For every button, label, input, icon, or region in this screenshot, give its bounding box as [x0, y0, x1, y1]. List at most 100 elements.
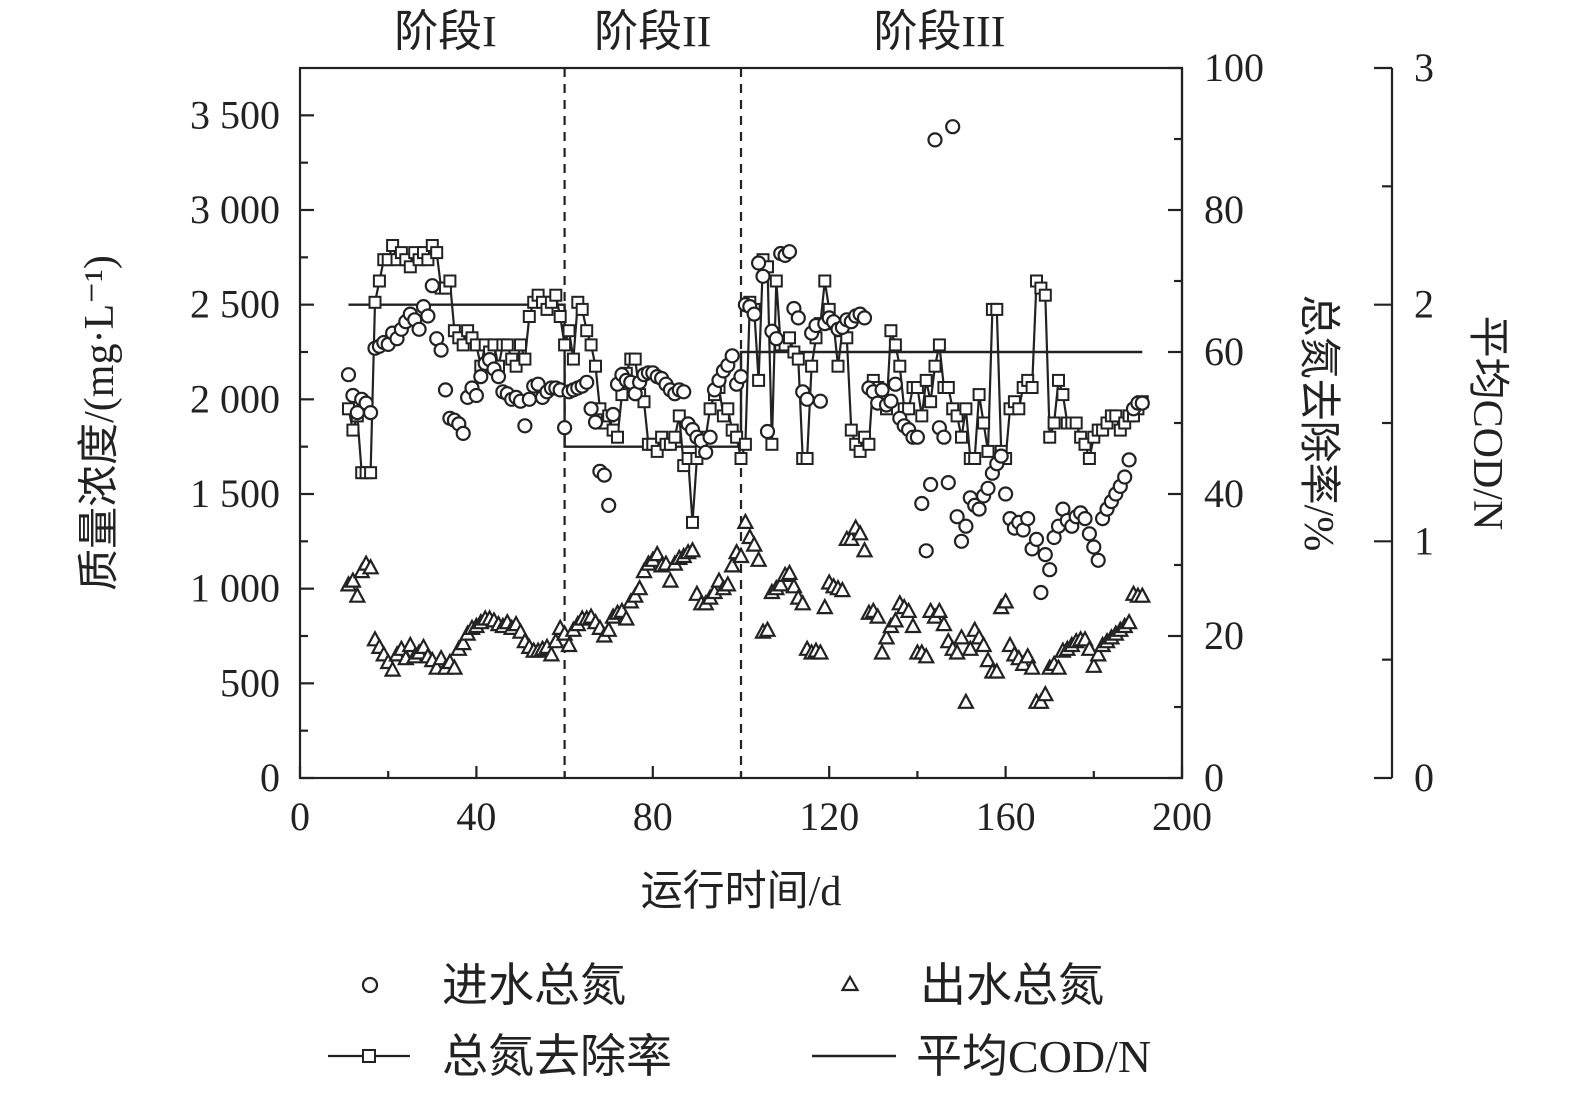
removal-point — [959, 402, 973, 416]
influent-point — [473, 369, 489, 385]
removal-point — [769, 274, 783, 288]
removal-point — [1043, 430, 1057, 444]
removal-point — [1052, 373, 1065, 387]
influent-point — [1020, 510, 1036, 527]
removal-point — [364, 466, 378, 480]
effluent-point — [1018, 646, 1037, 664]
x-tick-label: 40 — [456, 794, 496, 839]
effluent-point — [855, 540, 874, 558]
removal-point — [805, 359, 819, 373]
y-left-tick-label: 3 000 — [190, 187, 280, 232]
removal-point — [456, 338, 470, 352]
effluent-point — [617, 609, 636, 626]
y-right2-tick-label: 1 — [1414, 518, 1434, 563]
removal-point — [932, 338, 946, 352]
effluent-point — [780, 563, 799, 581]
influent-point — [949, 509, 965, 525]
x-axis: 0 40 80 120 160 200 — [290, 766, 1212, 839]
effluent-point — [904, 616, 922, 634]
removal-point — [968, 452, 982, 465]
removal-point — [421, 253, 435, 267]
removal-point — [514, 338, 527, 352]
effluent-point — [917, 646, 936, 664]
series-tn-removal — [342, 239, 1149, 529]
effluent-point — [996, 592, 1015, 609]
y-left-tick-label: 1 500 — [190, 471, 280, 516]
legend-item-effluent: 出水总氮 — [840, 960, 1104, 1011]
influent-point — [583, 401, 599, 417]
effluent-point — [560, 635, 578, 653]
influent-point — [521, 391, 537, 407]
y-right1-tick-label: 80 — [1204, 187, 1244, 232]
removal-point — [791, 352, 805, 366]
effluent-point — [877, 628, 896, 645]
removal-point — [1109, 409, 1123, 423]
y-right2-tick-label: 2 — [1414, 282, 1434, 327]
influent-point — [1033, 584, 1049, 601]
influent-point — [420, 308, 436, 324]
removal-point — [941, 381, 955, 394]
removal-point — [721, 402, 735, 416]
legend-label-influent: 进水总氮 — [442, 960, 626, 1011]
effluent-point — [1084, 656, 1103, 673]
removal-point — [1069, 416, 1083, 430]
y-axis-right2-title: 平均COD/N — [1464, 316, 1510, 531]
influent-point — [1042, 562, 1058, 578]
legend-item-influent: 进水总氮 — [361, 960, 626, 1011]
legend-label-cod-n: 平均COD/N — [916, 1031, 1151, 1082]
legend-item-cod-n: 平均COD/N — [812, 1031, 1151, 1082]
removal-point — [386, 239, 400, 252]
removal-point — [844, 423, 858, 437]
influent-point — [759, 423, 776, 440]
removal-point — [888, 338, 902, 352]
removal-point — [862, 437, 876, 451]
removal-point — [955, 430, 968, 444]
influent-point — [601, 497, 617, 513]
effluent-point — [454, 633, 473, 651]
effluent-point — [1133, 586, 1152, 603]
x-tick-label: 200 — [1152, 794, 1212, 839]
influent-point — [724, 348, 740, 364]
y-right1-tick-label: 60 — [1204, 329, 1244, 374]
removal-point — [928, 359, 942, 373]
removal-point — [990, 302, 1004, 316]
y-left-tick-label: 1 000 — [190, 566, 280, 611]
removal-point — [1012, 402, 1026, 416]
y-axis-right1: 0 20 40 60 80 100 — [1168, 45, 1264, 800]
removal-point — [637, 395, 651, 409]
effluent-point — [873, 643, 891, 660]
influent-point — [340, 367, 357, 383]
influent-point — [922, 476, 939, 493]
y-axis-left-title: 质量浓度/(mg·L⁻¹) — [77, 255, 123, 591]
influent-point — [1121, 452, 1137, 468]
influent-point — [856, 310, 873, 326]
removal-point — [549, 288, 563, 302]
influent-point — [993, 448, 1009, 464]
effluent-point — [718, 575, 737, 592]
y-right1-tick-label: 0 — [1204, 755, 1224, 800]
influent-point — [411, 321, 427, 337]
influent-point — [698, 444, 714, 460]
x-tick-label: 120 — [799, 794, 859, 839]
removal-point — [738, 437, 752, 451]
legend-circle-marker — [361, 976, 379, 994]
influent-point — [605, 406, 621, 423]
removal-point — [1056, 388, 1070, 402]
influent-point — [490, 369, 507, 385]
legend-triangle-marker — [840, 974, 860, 992]
effluent-point — [886, 611, 905, 628]
effluent-point — [383, 660, 402, 677]
removal-point — [443, 274, 457, 288]
effluent-point — [723, 556, 742, 573]
influent-point — [433, 342, 449, 358]
effluent-point — [749, 550, 768, 567]
influent-point — [468, 387, 484, 404]
effluent-point — [1023, 658, 1041, 675]
effluent-point — [952, 628, 971, 645]
effluent-point — [1089, 645, 1108, 662]
removal-point — [853, 444, 867, 458]
effluent-point — [1120, 612, 1138, 630]
effluent-point — [935, 614, 953, 632]
removal-point — [580, 324, 594, 338]
removal-point — [566, 352, 580, 366]
